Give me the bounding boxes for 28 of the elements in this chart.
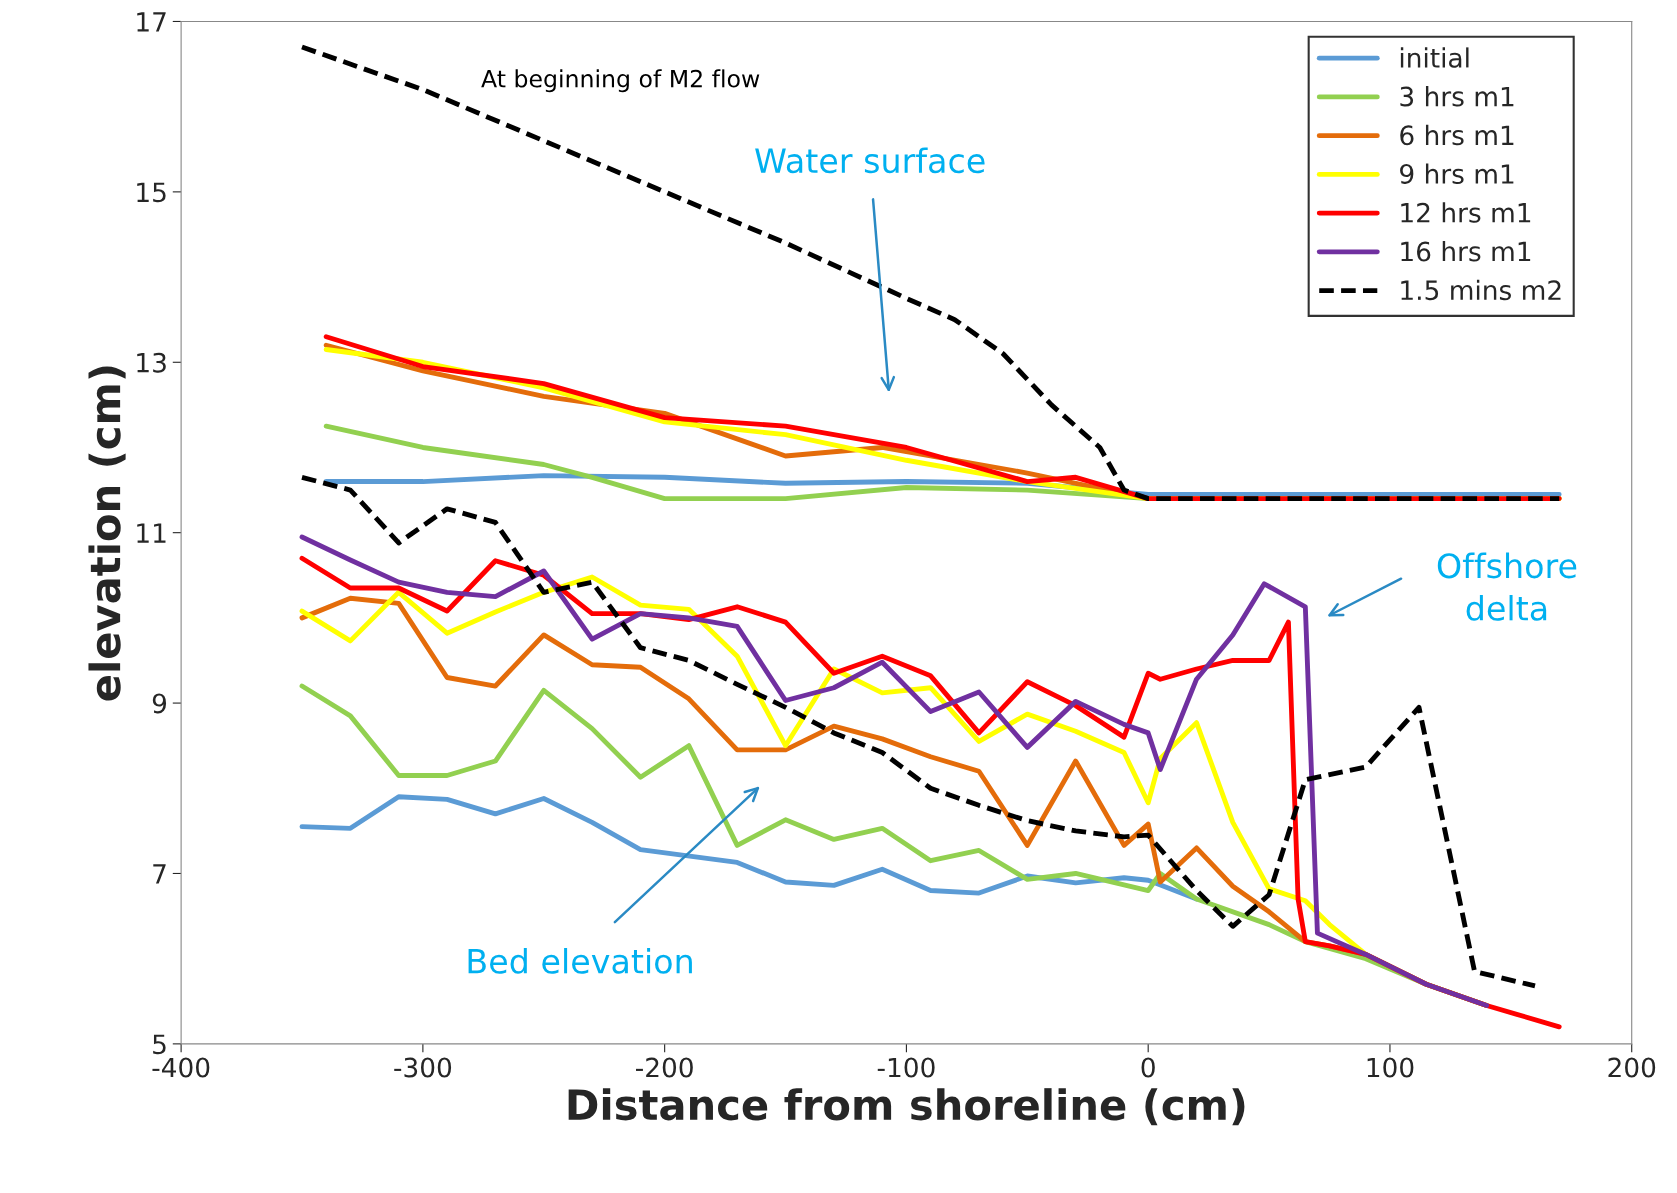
- legend-label: 16 hrs m1: [1401, 241, 1531, 262]
- x-tick-label: -300: [394, 1057, 452, 1078]
- annotation: Offshore delta: [1437, 552, 1577, 621]
- x-tick-label: -400: [152, 1057, 210, 1078]
- x-tick-label: -200: [636, 1057, 693, 1078]
- x-tick-label: 0: [1141, 1057, 1155, 1078]
- legend-label: 1.5 mins m2: [1401, 279, 1561, 301]
- y-tick-label: 5: [153, 1034, 166, 1055]
- y-tick-label: 11: [137, 523, 166, 543]
- line-series: [299, 44, 1562, 502]
- legend-label: 6 hrs m1: [1400, 124, 1514, 146]
- x-tick-label: 100: [1367, 1057, 1414, 1078]
- y-axis-title: elevation (cm): [88, 366, 126, 701]
- annotation: Water surface: [755, 147, 985, 174]
- annotation: Bed elevation: [468, 948, 692, 974]
- y-tick-label: 9: [152, 693, 167, 714]
- legend-label: 3 hrs m1: [1400, 86, 1514, 107]
- x-tick-label: -100: [877, 1057, 935, 1078]
- legend-label: 9 hrs m1: [1400, 163, 1514, 184]
- legend-label: 12 hrs m1: [1401, 202, 1531, 223]
- annotation: At beginning of M2 flow: [481, 69, 760, 93]
- y-tick-label: 17: [137, 12, 166, 32]
- legend-label: initial: [1400, 47, 1469, 68]
- y-tick-label: 13: [137, 352, 166, 373]
- x-axis-title: Distance from shoreline (cm): [568, 1088, 1245, 1126]
- y-tick-label: 7: [153, 864, 166, 884]
- x-tick-label: 200: [1608, 1057, 1656, 1078]
- y-tick-label: 15: [137, 182, 166, 203]
